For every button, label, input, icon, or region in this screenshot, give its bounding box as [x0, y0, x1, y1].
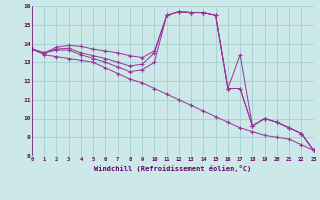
X-axis label: Windchill (Refroidissement éolien,°C): Windchill (Refroidissement éolien,°C): [94, 165, 252, 172]
